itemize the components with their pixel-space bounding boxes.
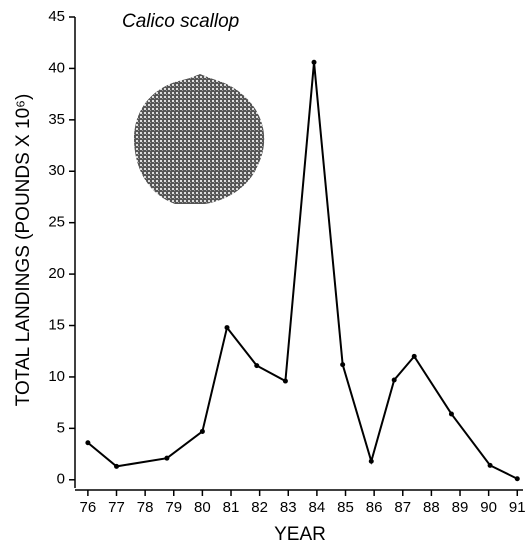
x-tick-label: 83 [280, 499, 297, 516]
data-point [391, 377, 397, 383]
y-axis-label: TOTAL LANDINGS (POUNDS X 10⁶) [13, 94, 34, 407]
data-point [368, 458, 374, 464]
y-tick-label: 35 [48, 111, 65, 128]
x-axis-label: YEAR [274, 524, 326, 545]
data-point [254, 363, 260, 369]
y-tick-label: 0 [57, 471, 65, 488]
y-tick-label: 5 [57, 419, 65, 436]
data-point [514, 476, 520, 482]
data-point [282, 378, 288, 384]
x-tick-label: 88 [423, 499, 440, 516]
x-tick-label: 91 [509, 499, 526, 516]
data-point [311, 59, 317, 65]
x-tick-label: 81 [223, 499, 240, 516]
y-tick-label: 25 [48, 214, 65, 231]
x-tick-label: 84 [309, 499, 326, 516]
x-tick-label: 90 [480, 499, 497, 516]
y-tick-label: 40 [48, 59, 65, 76]
y-tick-label: 15 [48, 316, 65, 333]
data-point [85, 440, 91, 446]
data-point [411, 353, 417, 359]
scallop-illustration [133, 74, 265, 204]
data-point [164, 455, 170, 461]
data-point [224, 325, 230, 331]
data-point [114, 463, 120, 469]
x-tick-label: 86 [366, 499, 383, 516]
data-point [340, 362, 346, 368]
x-tick-label: 89 [452, 499, 469, 516]
x-tick-label: 79 [165, 499, 182, 516]
y-tick-label: 10 [48, 368, 65, 385]
x-tick-label: 87 [394, 499, 411, 516]
x-tick-label: 77 [108, 499, 125, 516]
data-point [199, 428, 205, 434]
x-tick-label: 78 [137, 499, 154, 516]
y-tick-label: 30 [48, 162, 65, 179]
data-point [487, 462, 493, 468]
y-tick-label: 45 [48, 8, 65, 25]
x-tick-label: 80 [194, 499, 211, 516]
y-tick-label: 20 [48, 265, 65, 282]
chart-title: Calico scallop [122, 11, 239, 32]
data-point [448, 411, 454, 417]
x-tick-label: 76 [80, 499, 97, 516]
x-tick-label: 82 [251, 499, 268, 516]
x-tick-label: 85 [337, 499, 354, 516]
